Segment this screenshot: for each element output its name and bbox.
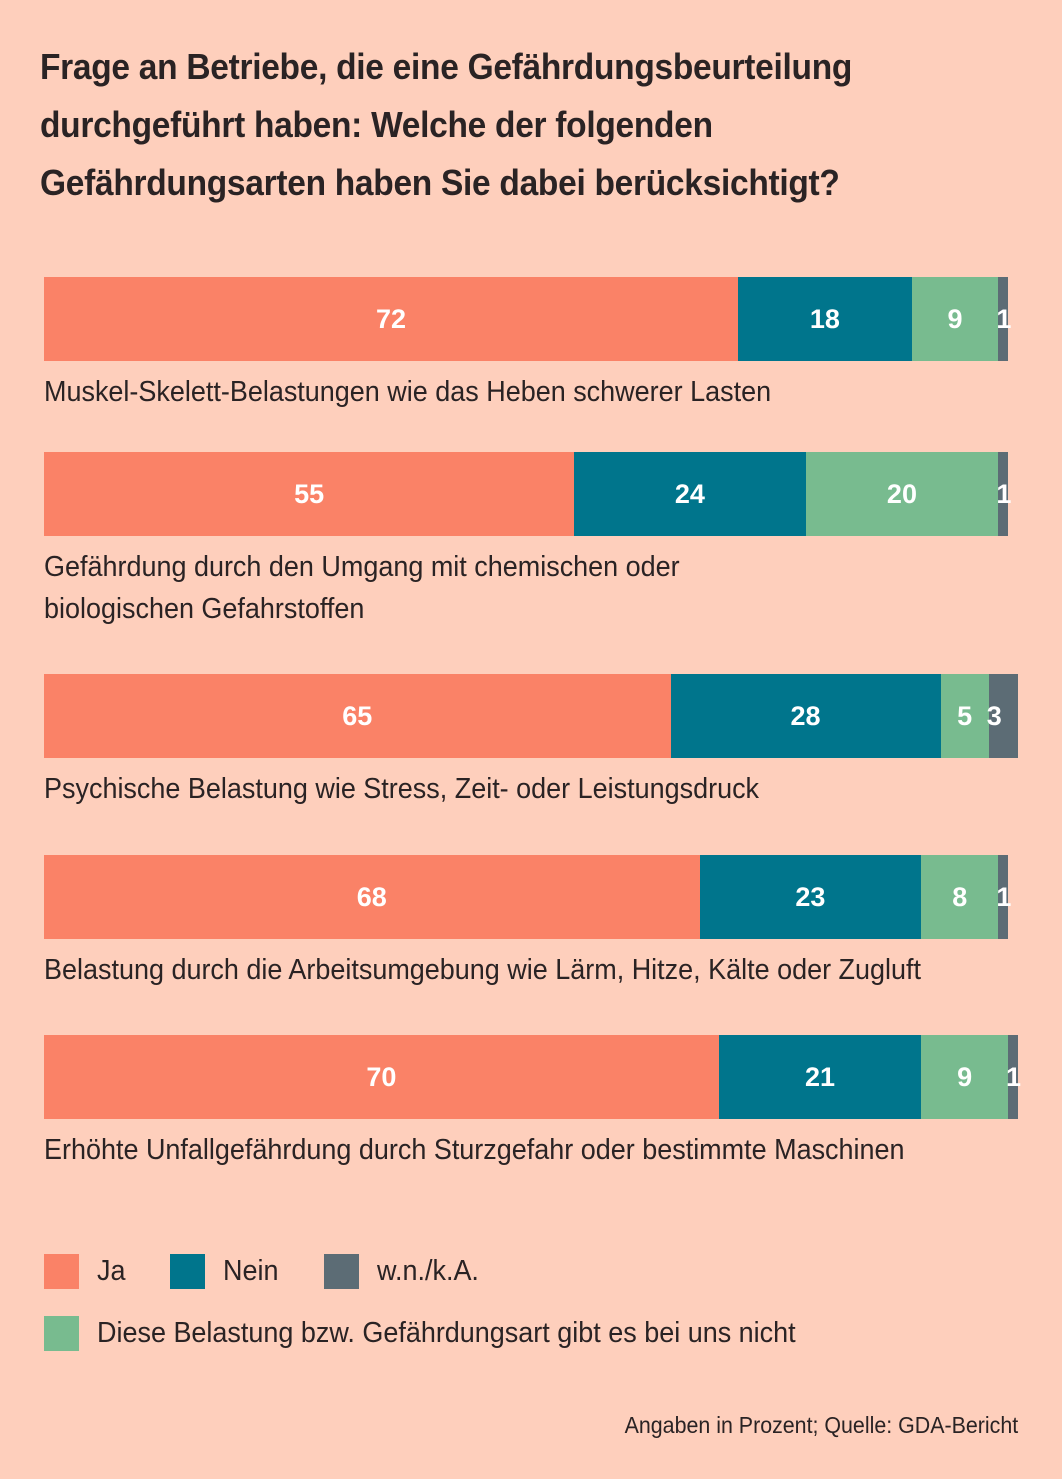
bar-segment-nein: 18 [738,277,912,361]
legend-row: Diese Belastung bzw. Gefährdungsart gibt… [44,1314,890,1352]
bar-segment-ja: 65 [44,674,671,758]
bar-segment-nicht: 5 [940,674,989,758]
bar-segment-wnka: 1 [1006,1035,1022,1119]
bar-row: 70 21 9 1 Erhöhte Unfallgefährdung durch Stu… [44,1035,1062,1171]
category-label: Muskel-Skelett-Belastungen wie das Heben… [44,371,1030,413]
category-label-line: Psychische Belastung wie Stress, Zeit- o… [44,773,760,805]
category-label: Erhöhte Unfallgefährdung durch Sturzgefa… [44,1129,1030,1171]
legend-swatch [44,1253,79,1289]
category-label: Psychische Belastung wie Stress, Zeit- o… [44,768,1030,810]
chart-title: Frage an Betriebe, die eine Gefährdungsb… [40,38,961,212]
legend-swatch [44,1315,79,1351]
bar-segment-wnka: 1 [996,855,1012,939]
legend-label: Diese Belastung bzw. Gefährdungsart gibt… [97,1316,796,1349]
stacked-bar: 70 21 9 1 [44,1035,1062,1119]
stacked-bar: 65 28 5 3 [44,674,1062,758]
data-label: 65 [342,700,373,731]
bar-segment-wnka: 1 [996,452,1012,536]
legend-label: Nein [222,1254,279,1287]
bar-segment-wnka: 3 [986,674,1018,758]
bar-segment-ja: 55 [44,452,575,536]
data-label: 3 [986,700,1002,731]
data-label: 20 [886,478,917,509]
category-label-line: Gefährdung durch den Umgang mit chemisch… [44,551,680,583]
source-note: Angaben in Prozent; Quelle: GDA-Bericht [624,1412,1018,1438]
data-label: 55 [294,478,325,509]
category-label-line: Muskel-Skelett-Belastungen wie das Heben… [44,376,772,408]
bar-segment-nicht: 20 [805,452,999,536]
data-label: 68 [356,881,387,912]
data-label: 1 [996,303,1012,334]
bar-segment-ja: 70 [44,1035,719,1119]
title-line: durchgeführt haben: Welche der folgenden [40,104,713,145]
legend-item-nicht: Diese Belastung bzw. Gefährdungsart gibt… [44,1315,848,1351]
bar-segment-wnka: 1 [996,277,1012,361]
category-label-line: Erhöhte Unfallgefährdung durch Sturzgefa… [44,1134,905,1166]
legend-item-wnka: w.n./k.A. [324,1253,487,1289]
bar-segment-nicht: 9 [911,277,999,361]
data-label: 1 [996,478,1012,509]
bar-segment-nein: 23 [699,855,922,939]
bar-row: 55 24 20 1 Gefährdung durch den Umgang mit c… [44,452,1062,630]
bar-segment-nein: 28 [670,674,941,758]
category-label-line: Belastung durch die Arbeitsumgebung wie … [44,954,922,986]
data-label: 21 [804,1061,836,1092]
bar-segment-nicht: 9 [921,1035,1008,1119]
bar-segment-ja: 68 [44,855,700,939]
legend-row: Ja Nein w.n./k.A. [44,1252,890,1290]
data-label: 1 [996,881,1012,912]
data-label: 9 [957,1061,973,1092]
stacked-bar: 68 23 8 1 [44,855,1062,939]
bar-segment-nein: 24 [574,452,806,536]
data-label: 8 [952,881,968,912]
title-line: Frage an Betriebe, die eine Gefährdungsb… [40,46,853,87]
legend-label: Ja [97,1254,126,1287]
category-label: Belastung durch die Arbeitsumgebung wie … [44,949,1030,991]
category-label: Gefährdung durch den Umgang mit chemisch… [44,546,1030,630]
legend-swatch [169,1253,205,1289]
bar-segment-nicht: 8 [921,855,999,939]
data-label: 9 [947,303,963,334]
legend-label: w.n./k.A. [377,1254,480,1287]
data-label: 18 [809,303,840,334]
category-label-line: biologischen Gefahrstoffen [44,593,365,625]
title-line: Gefährdungsarten haben Sie dabei berücks… [40,162,840,203]
data-label: 70 [366,1061,397,1092]
data-label: 24 [674,478,705,509]
bar-segment-nein: 21 [718,1035,922,1119]
legend-swatch [324,1253,360,1289]
legend: Ja Nein w.n./k.A. Diese Belastung bzw. Gefä… [44,1252,890,1376]
legend-item-ja: Ja [44,1253,128,1289]
data-label: 28 [790,700,821,731]
bar-segment-ja: 72 [44,277,739,361]
data-label: 72 [376,303,407,334]
legend-item-nein: Nein [169,1253,283,1289]
stacked-bar: 72 18 9 1 [44,277,1062,361]
data-label: 23 [795,881,826,912]
data-label: 1 [1006,1061,1022,1092]
bar-row: 68 23 8 1 Belastung durch die Arbeitsumgebun… [44,855,1062,991]
bar-row: 72 18 9 1 Muskel-Skelett-Belastungen wie das… [44,277,1062,413]
data-label: 5 [957,700,973,731]
bar-row: 65 28 5 3 Psychische Belastung wie Stress, Z… [44,674,1062,810]
stacked-bar: 55 24 20 1 [44,452,1062,536]
